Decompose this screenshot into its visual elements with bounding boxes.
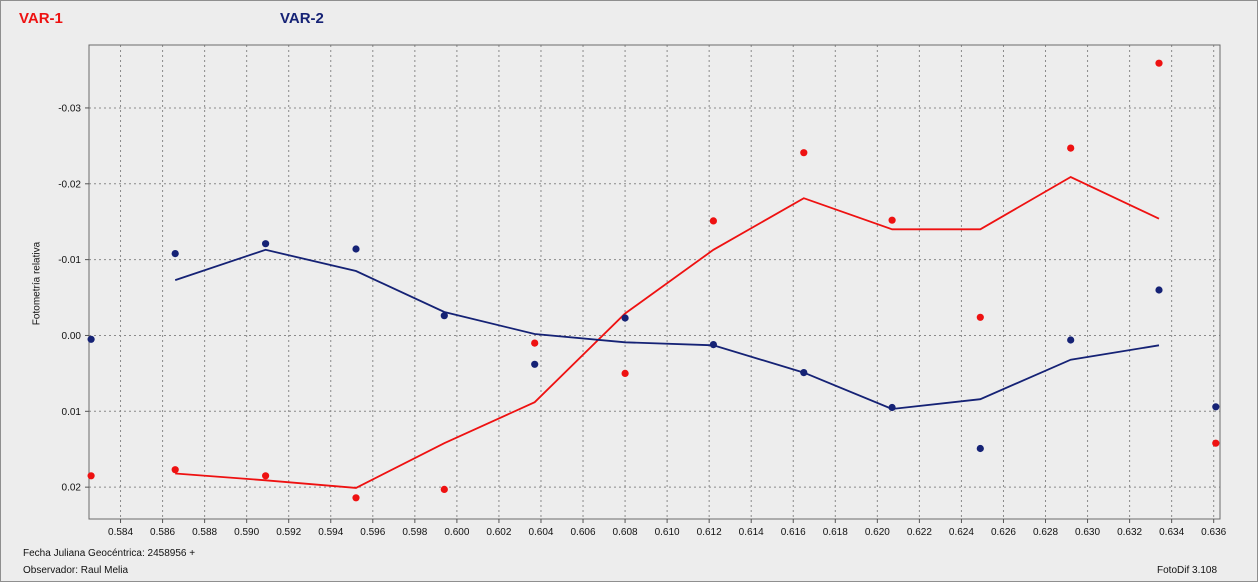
x-tick-label: 0.584: [108, 527, 133, 538]
version-label: FotoDif 3.108: [1157, 565, 1218, 576]
x-tick-label: 0.604: [528, 527, 553, 538]
series: [87, 59, 1220, 502]
x-tick-label: 0.586: [150, 527, 175, 538]
x-tick-label: 0.636: [1201, 527, 1226, 538]
var2-trend-line: [174, 248, 1160, 410]
x-tick-label: 0.616: [781, 527, 806, 538]
y-axis-label: Fotometría relativa: [31, 241, 43, 326]
var1-data-point: [87, 472, 95, 480]
var1-data-point: [709, 217, 718, 225]
x-tick-label: 0.600: [444, 527, 469, 538]
x-tick-label: 0.628: [1033, 527, 1058, 538]
x-tick-label: 0.606: [571, 527, 596, 538]
var2-data-point: [709, 341, 718, 349]
x-tick-label: 0.596: [360, 527, 385, 538]
x-tick-label: 0.622: [907, 527, 932, 538]
var1-data-point: [440, 485, 448, 493]
y-tick-label: 0.01: [62, 407, 82, 418]
var2-data-point: [800, 369, 808, 377]
x-tick-label: 0.588: [192, 527, 217, 538]
x-tick-label: 0.620: [865, 527, 890, 538]
x-tick-label: 0.630: [1075, 527, 1100, 538]
var2-data-point: [262, 240, 270, 248]
var1-data-point: [171, 466, 179, 474]
var2-data-point: [621, 314, 629, 322]
var2-data-point: [87, 335, 95, 343]
var1-data-point: [1212, 439, 1220, 447]
y-tick-label: 0.00: [62, 331, 82, 342]
x-tick-label: 0.632: [1117, 527, 1142, 538]
var1-data-point: [531, 339, 539, 347]
x-tick-label: 0.626: [991, 527, 1016, 538]
y-tick-label: 0.02: [62, 483, 82, 494]
y-tick-label: -0.01: [58, 255, 81, 266]
var2-data-point: [976, 444, 984, 453]
var1-data-point: [888, 216, 896, 224]
x-tick-label: 0.624: [949, 527, 974, 538]
axis-ticks: 0.584 0.586 0.588 0.590 0.592 0.594 0.596 0.598…: [58, 103, 1226, 538]
observer-label: Observador: Raul Melia: [23, 565, 129, 576]
x-tick-label: 0.592: [276, 527, 301, 538]
var2-data-point: [1155, 286, 1163, 294]
var2-data-point: [440, 312, 448, 320]
grid: [89, 45, 1220, 519]
legend-var1: VAR-1: [19, 10, 63, 27]
var1-data-point: [352, 494, 360, 502]
var2-data-point: [531, 360, 539, 368]
var1-data-point: [621, 369, 629, 377]
var2-data-point: [1067, 336, 1075, 344]
var2-data-point: [352, 245, 360, 253]
julian-date-label: Fecha Juliana Geocéntrica: 2458956 +: [23, 548, 196, 559]
x-tick-label: 0.610: [655, 527, 680, 538]
var2-data-point: [1212, 403, 1220, 411]
legend-var2: VAR-2: [280, 10, 324, 27]
x-tick-label: 0.618: [823, 527, 848, 538]
var1-data-point: [1155, 59, 1163, 67]
x-tick-label: 0.590: [234, 527, 259, 538]
x-tick-label: 0.634: [1159, 527, 1184, 538]
var2-data-point: [888, 403, 896, 412]
var1-trend-line: [175, 175, 1160, 489]
y-tick-label: -0.03: [58, 103, 81, 114]
var2-data-point: [171, 250, 179, 258]
x-tick-label: 0.594: [318, 527, 343, 538]
x-tick-label: 0.602: [486, 527, 511, 538]
plot-border: [88, 44, 1221, 520]
var1-data-point: [976, 313, 984, 321]
var1-data-point: [262, 472, 270, 480]
x-tick-label: 0.614: [739, 527, 764, 538]
x-tick-label: 0.608: [613, 527, 638, 538]
var1-data-point: [1067, 144, 1075, 152]
y-tick-label: -0.02: [58, 179, 81, 190]
x-tick-label: 0.598: [402, 527, 427, 538]
var1-data-point: [800, 149, 808, 157]
x-tick-label: 0.612: [697, 527, 722, 538]
